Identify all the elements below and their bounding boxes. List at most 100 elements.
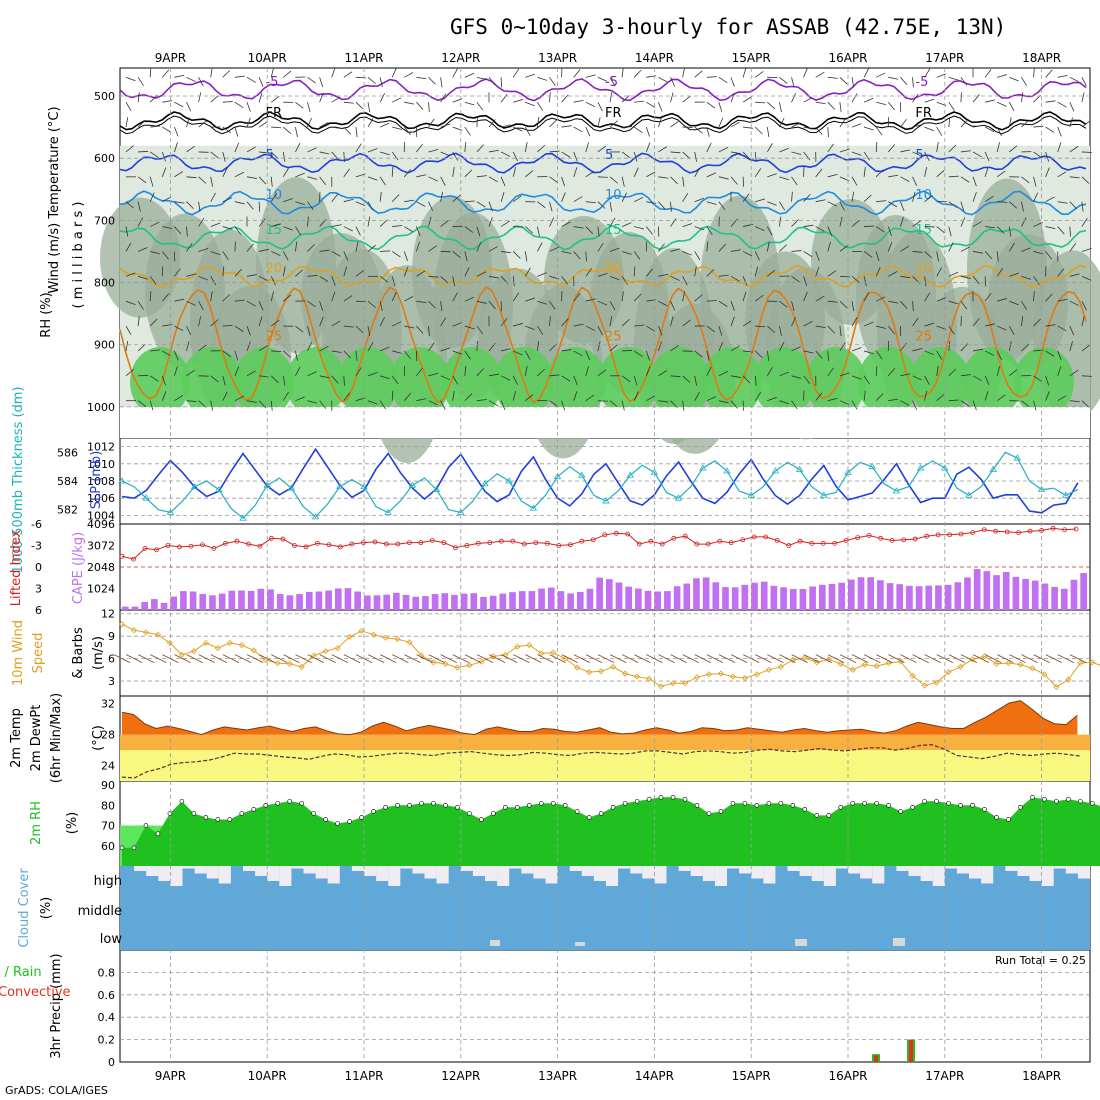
wind-barb — [343, 295, 353, 302]
wind-barb — [887, 101, 895, 111]
wind-barb — [1069, 226, 1071, 237]
wind-barb — [174, 201, 185, 204]
wind-barb — [137, 77, 144, 86]
rh2m-point — [371, 809, 376, 814]
wind-barb — [1021, 120, 1030, 128]
wind-barb — [379, 316, 385, 327]
wind-barb — [246, 400, 257, 403]
cloud-gap — [436, 866, 449, 884]
rh2m-point — [706, 811, 712, 816]
wind-barb — [331, 350, 342, 353]
wind-barb — [887, 241, 893, 252]
rh2m-point — [634, 798, 640, 804]
wind-barb — [646, 171, 656, 178]
rh2m-point — [574, 809, 580, 814]
wind-barb — [912, 220, 921, 227]
wind-barb — [815, 392, 823, 401]
wind-barb — [331, 251, 341, 257]
wind-barb — [331, 224, 342, 227]
cape-bar — [518, 591, 526, 610]
wind-barb — [234, 101, 244, 108]
wind-barb — [718, 176, 729, 180]
wind-barb — [912, 191, 916, 202]
wind-point — [370, 631, 377, 638]
precip-tick: 0.4 — [98, 1011, 116, 1024]
wind-barb — [597, 201, 606, 209]
thickness-point — [384, 508, 392, 515]
wind-barb — [997, 101, 1007, 107]
wind-barb — [585, 101, 595, 107]
rh2m-point — [1030, 794, 1035, 800]
wind-barb — [307, 341, 313, 352]
cape-bar — [615, 582, 623, 610]
wind-barb — [609, 201, 613, 212]
cloud-gap — [134, 866, 147, 871]
wind-barb — [1045, 251, 1053, 260]
cape-bar — [538, 588, 545, 610]
wind-barb — [561, 276, 569, 285]
wind-barb — [464, 325, 475, 330]
wind-barb — [694, 197, 705, 203]
thickness-point — [1037, 485, 1046, 492]
wind-barb — [1069, 176, 1080, 179]
wind-barb — [1069, 146, 1079, 153]
wind-barb — [283, 294, 292, 302]
wind-barb — [766, 127, 770, 138]
wind-barb — [682, 251, 693, 256]
wind-point — [418, 652, 425, 659]
wind-barb — [174, 268, 181, 277]
li-point — [843, 538, 849, 543]
cape-bar — [364, 595, 371, 610]
wind-barb — [912, 301, 914, 312]
wind-barb — [863, 321, 874, 327]
wind-barb — [319, 92, 324, 103]
wind-barb — [754, 71, 764, 78]
wind-barb — [440, 347, 451, 352]
wind-barb — [851, 301, 855, 312]
wind-barb — [174, 142, 178, 153]
wind-barb — [525, 101, 535, 107]
wind-barb — [863, 292, 869, 302]
wind-barb — [198, 275, 209, 281]
li-point — [820, 540, 826, 546]
wind-barb-10m — [271, 654, 288, 664]
wind-barb — [1081, 176, 1090, 184]
wind-barb — [379, 77, 383, 88]
wind-barb — [1008, 102, 1015, 112]
wind-barb — [186, 176, 197, 179]
wind-barb — [319, 176, 327, 185]
wind-barb-10m — [900, 654, 917, 664]
wind-barb — [791, 346, 801, 352]
rh2m-point — [730, 800, 736, 806]
li-point — [1027, 528, 1033, 534]
wind-barb — [379, 93, 385, 103]
wind-barb — [379, 346, 390, 352]
wind-barb — [452, 390, 455, 401]
thickness-point — [553, 472, 562, 480]
wind-barb — [827, 397, 838, 402]
wind-barb — [1008, 117, 1012, 128]
wind-barb — [295, 142, 301, 153]
wind-barb — [997, 74, 1007, 78]
wind-barb — [149, 291, 152, 302]
wind-barb — [1021, 247, 1031, 252]
wind-barb — [222, 375, 226, 386]
wind-barb — [488, 275, 499, 279]
cape-bar — [702, 577, 710, 610]
cape-tick: 2048 — [87, 561, 115, 574]
wind-barb — [282, 251, 289, 261]
wind-barb — [549, 246, 559, 252]
wind-barb — [404, 226, 414, 233]
wind-barb — [174, 101, 184, 108]
wind-barb — [621, 291, 624, 302]
cape-bar — [393, 592, 400, 610]
wind-barb — [767, 173, 777, 178]
wind-barb — [246, 243, 254, 252]
wind-barb — [742, 176, 745, 187]
date-label-bottom: 12APR — [441, 1069, 480, 1083]
cloud-gap — [472, 866, 485, 876]
wind-barb — [319, 316, 324, 327]
ylabel-wind-units: (m/s) — [91, 636, 106, 670]
wind-barb-10m — [150, 654, 167, 664]
rh2m-point — [287, 798, 293, 804]
